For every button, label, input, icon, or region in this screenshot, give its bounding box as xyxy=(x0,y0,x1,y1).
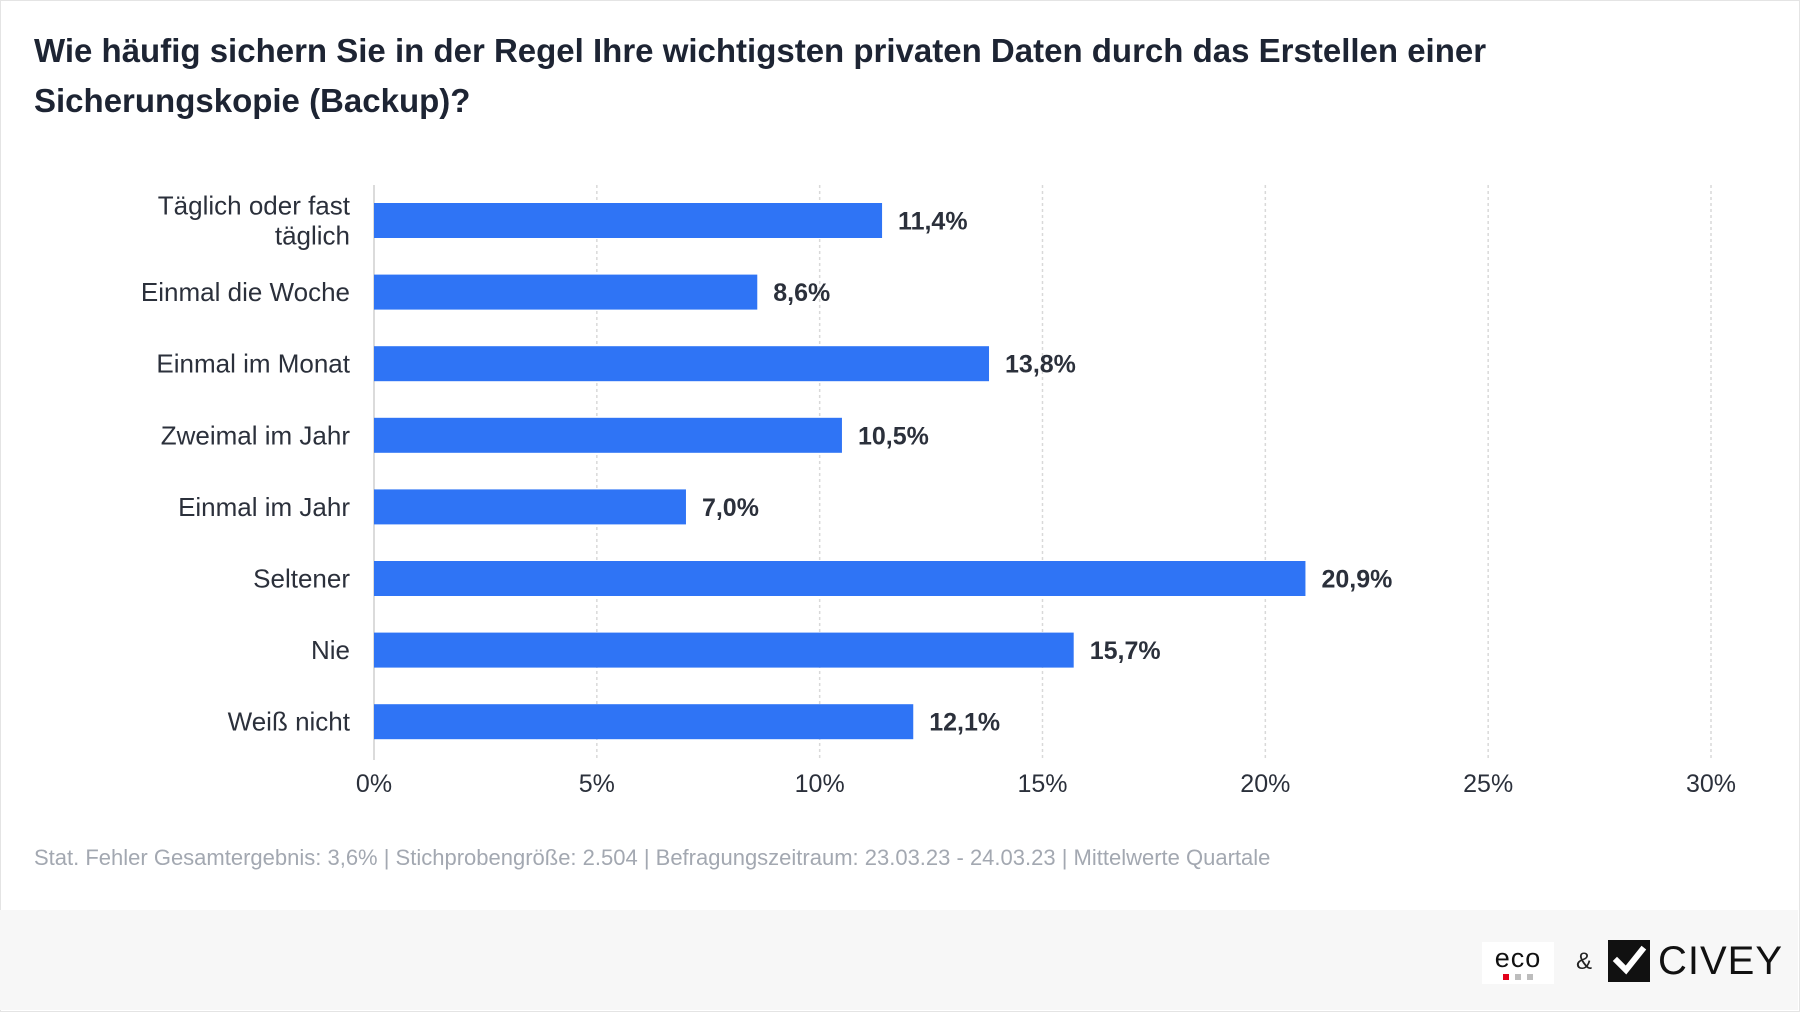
category-label: Seltener xyxy=(253,564,350,594)
category-label: Einmal die Woche xyxy=(141,277,350,307)
value-label: 11,4% xyxy=(898,208,968,236)
bar xyxy=(374,346,990,382)
category-label: Nie xyxy=(311,635,350,665)
bar xyxy=(374,561,1306,596)
bar xyxy=(374,417,842,453)
bar xyxy=(374,632,1074,668)
footer: eco & CIVEY xyxy=(0,910,1798,1010)
x-tick-label: 5% xyxy=(579,770,615,798)
bar xyxy=(374,704,914,740)
category-label: Weiß nicht xyxy=(228,707,351,737)
bar xyxy=(374,489,686,525)
value-label: 8,6% xyxy=(773,279,830,307)
value-label: 7,0% xyxy=(702,494,759,522)
category-label: Einmal im Monat xyxy=(156,349,350,379)
eco-logo-dots xyxy=(1482,972,1554,980)
bar xyxy=(374,274,758,310)
eco-logo: eco xyxy=(1482,942,1554,984)
category-label: Täglich oder fast täglich xyxy=(158,191,351,251)
eco-logo-text: eco xyxy=(1494,943,1542,973)
x-tick-label: 10% xyxy=(795,770,845,798)
civey-logo-text: CIVEY xyxy=(1658,939,1784,983)
bar-chart: 0% 5% 10% 15% 20% 25% 30% Täglich oder fast tägl… xyxy=(141,185,1736,798)
footnote: Stat. Fehler Gesamtergebnis: 3,6% | Stic… xyxy=(34,845,1271,870)
bar xyxy=(374,203,883,238)
ampersand: & xyxy=(1576,948,1593,975)
x-tick-label: 0% xyxy=(356,770,392,798)
value-label: 15,7% xyxy=(1090,637,1161,665)
value-label: 10,5% xyxy=(858,422,929,450)
chart-title: Wie häufig sichern Sie in der Regel Ihre… xyxy=(34,32,1487,119)
value-label: 13,8% xyxy=(1005,351,1076,379)
x-tick-label: 15% xyxy=(1017,770,1067,798)
x-tick-label: 30% xyxy=(1686,770,1736,798)
x-tick-label: 25% xyxy=(1463,770,1513,798)
x-tick-label: 20% xyxy=(1240,770,1290,798)
civey-mark-icon xyxy=(1608,940,1650,982)
category-label: Einmal im Jahr xyxy=(178,492,350,522)
category-label: Zweimal im Jahr xyxy=(161,420,351,450)
value-label: 12,1% xyxy=(929,709,1000,737)
value-label: 20,9% xyxy=(1321,566,1392,594)
